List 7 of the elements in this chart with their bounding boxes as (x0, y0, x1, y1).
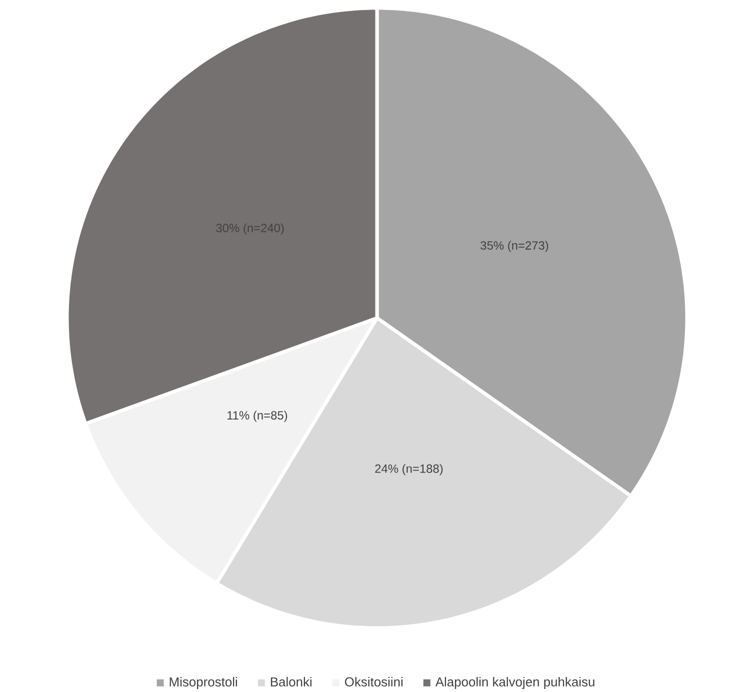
legend-label: Alapoolin kalvojen puhkaisu (435, 676, 594, 689)
data-label: 35% (n=273) (480, 240, 548, 252)
data-label: 11% (n=85) (227, 410, 288, 422)
legend-label: Misoprostoli (170, 676, 237, 689)
data-label: 24% (n=188) (375, 464, 443, 476)
legend-label: Balonki (270, 676, 312, 686)
legend-label: Oksitosiini (344, 676, 402, 686)
